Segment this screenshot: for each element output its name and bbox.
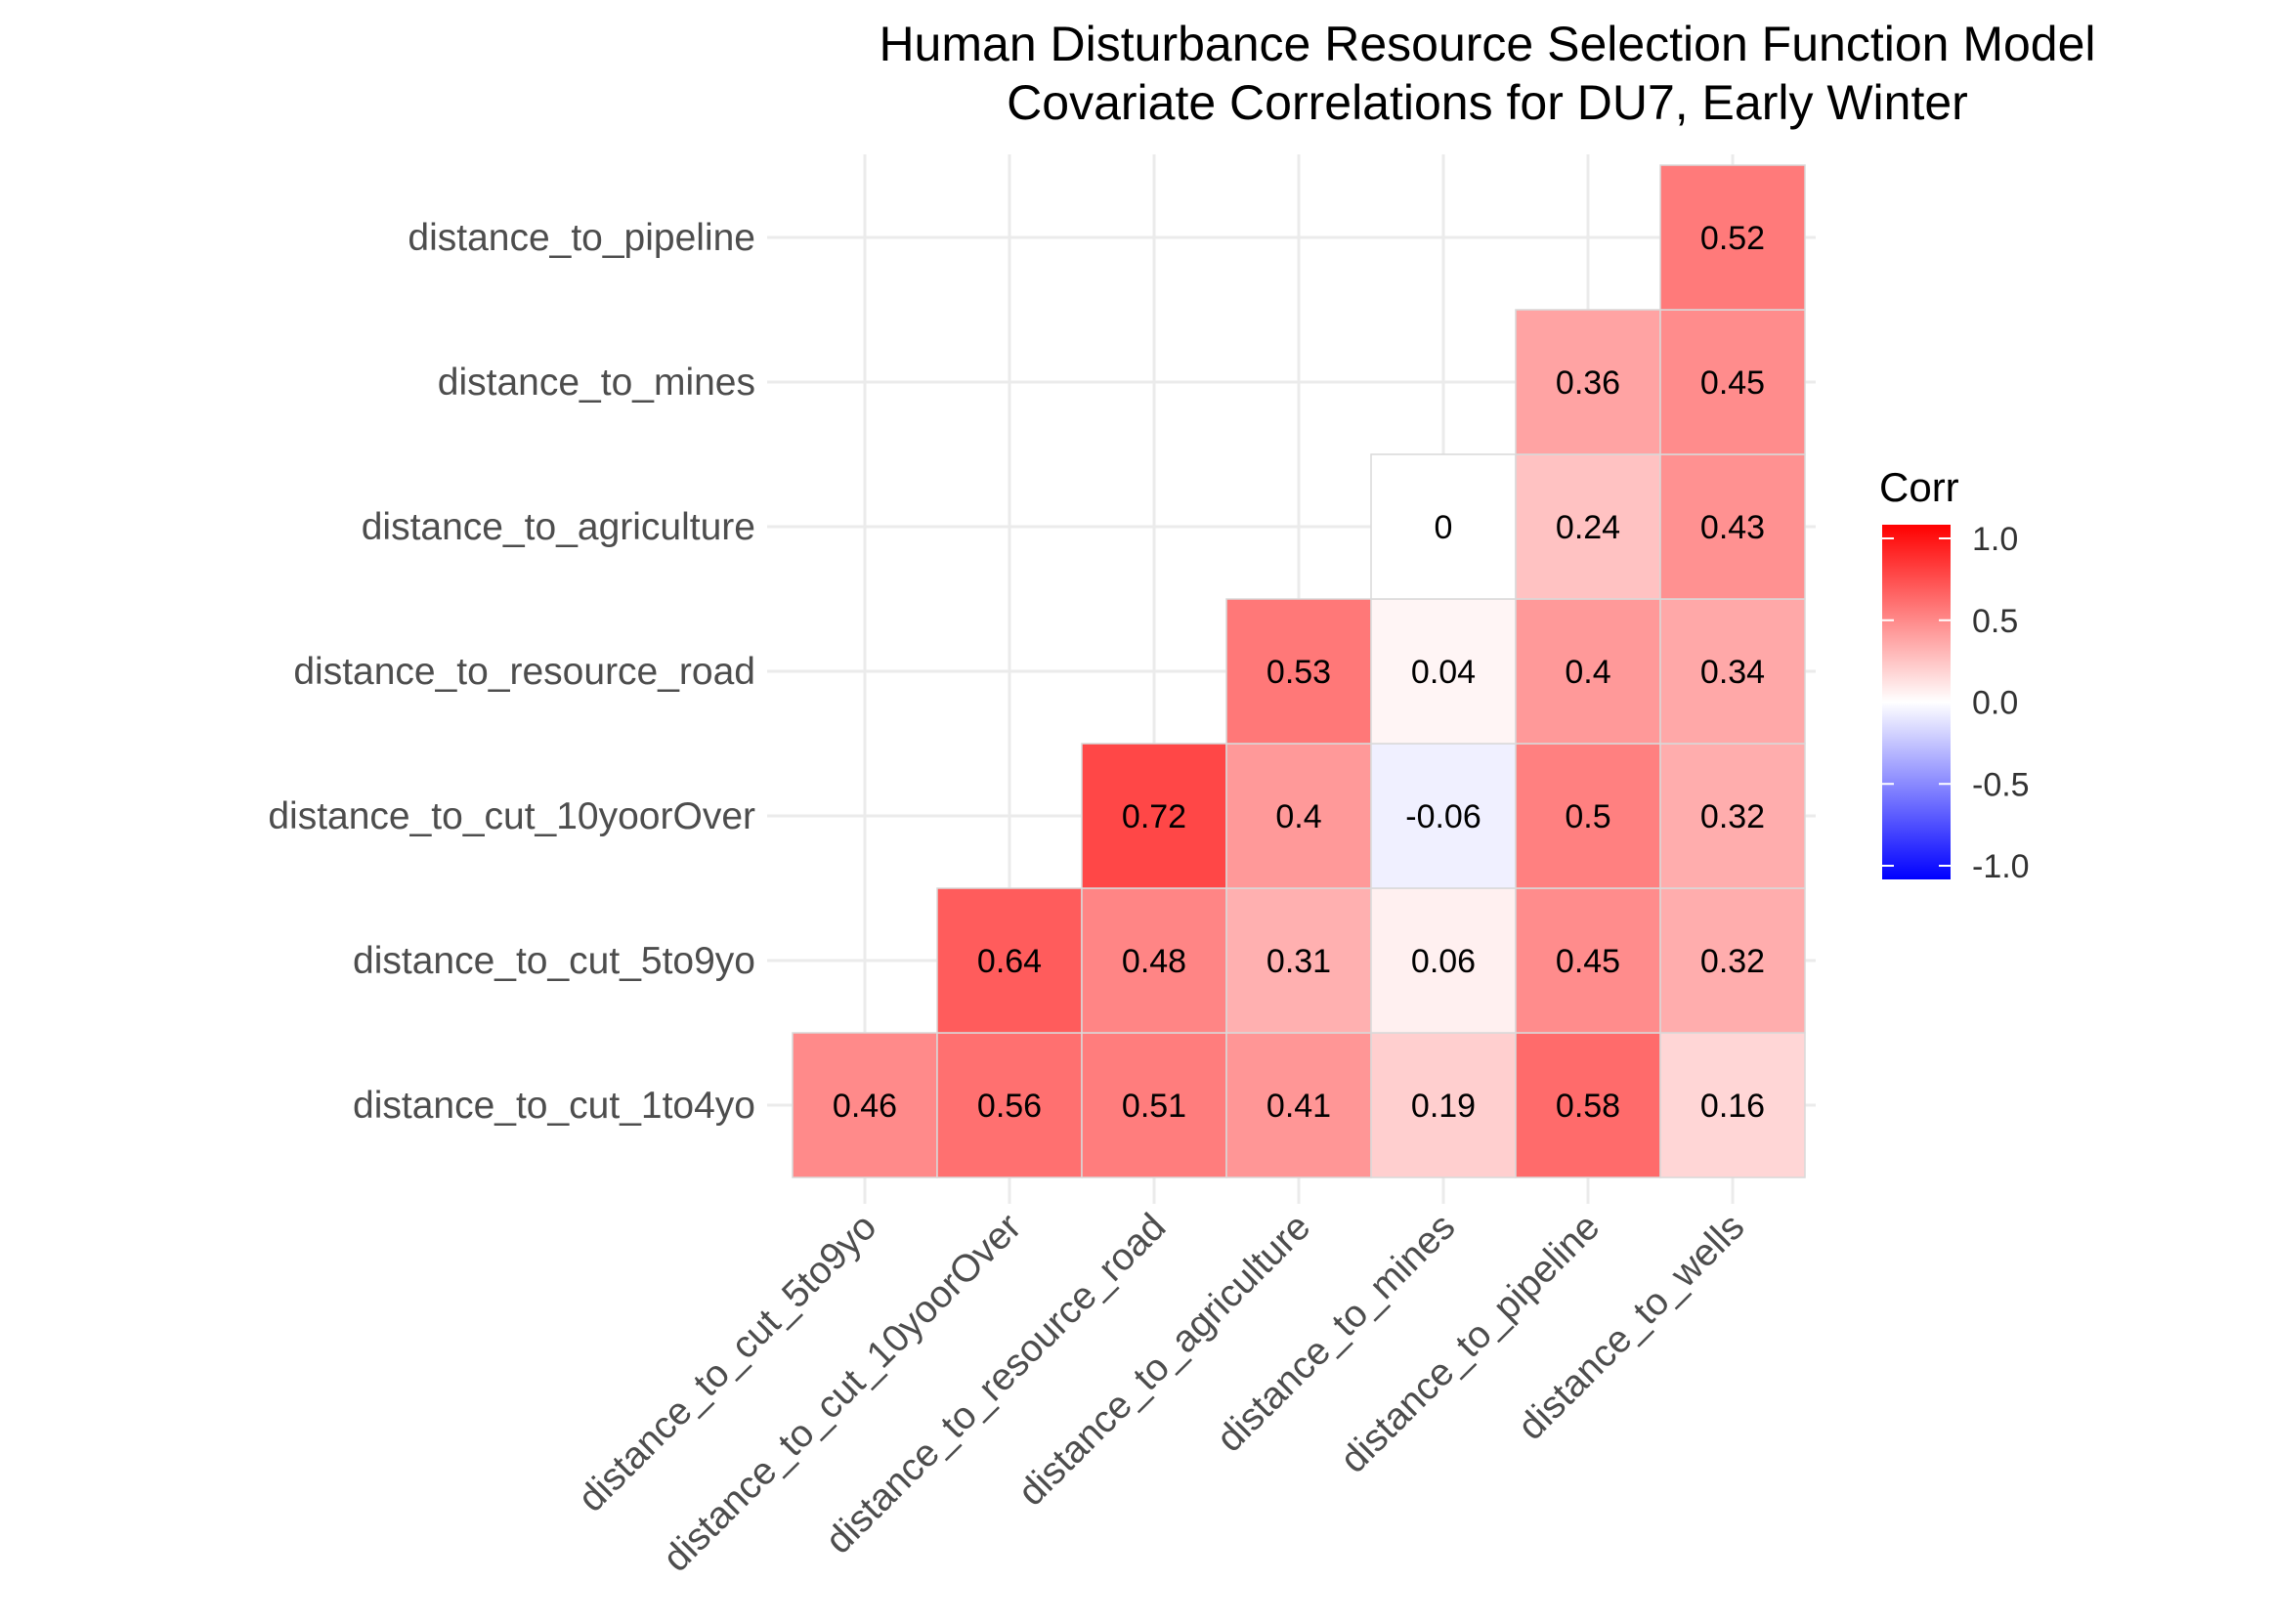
y-tick-label: distance_to_cut_1to4yo xyxy=(353,1085,755,1127)
heatmap-cell xyxy=(1370,743,1517,889)
x-tick-label: distance_to_agriculture xyxy=(1010,1206,1319,1515)
heatmap-cell xyxy=(1515,887,1661,1034)
heatmap-cell xyxy=(1515,453,1661,600)
legend-tick-label: -1.0 xyxy=(1972,848,2030,885)
heatmap-cell xyxy=(1081,887,1227,1034)
cell-value-label: 0.34 xyxy=(1700,654,1765,691)
legend-title: Corr xyxy=(1879,464,1959,510)
cell-value-label: 0.56 xyxy=(977,1088,1042,1125)
y-tick-label: distance_to_cut_10yoorOver xyxy=(268,795,755,837)
cell-value-label: 0.46 xyxy=(833,1088,897,1125)
cell-value-label: 0.04 xyxy=(1411,654,1476,691)
heatmap-cell xyxy=(1370,1032,1517,1178)
cell-value-label: -0.06 xyxy=(1405,798,1481,835)
heatmap-cell xyxy=(1659,453,1806,600)
x-axis-tick-labels: distance_to_cut_5to9yodistance_to_cut_10… xyxy=(571,1206,1753,1580)
heatmap-cell xyxy=(936,887,1083,1034)
cell-value-label: 0.45 xyxy=(1556,943,1620,980)
y-tick-label: distance_to_mines xyxy=(438,362,755,404)
cell-value-label: 0.43 xyxy=(1700,509,1765,546)
cell-value-label: 0.32 xyxy=(1700,943,1765,980)
cell-value-label: 0.24 xyxy=(1556,509,1620,546)
y-tick-label: distance_to_resource_road xyxy=(293,651,755,693)
cell-value-label: 0.41 xyxy=(1266,1088,1331,1125)
cell-value-label: 0.51 xyxy=(1122,1088,1186,1125)
heatmap-cell xyxy=(1081,1032,1227,1178)
heatmap-cell xyxy=(1659,309,1806,455)
legend-tick-label: -0.5 xyxy=(1972,766,2030,803)
heatmap-cell xyxy=(1370,453,1517,600)
x-tick-label: distance_to_mines xyxy=(1209,1206,1463,1460)
cell-value-label: 0.16 xyxy=(1700,1088,1765,1125)
heatmap-cell xyxy=(1225,1032,1372,1178)
heatmap-cell xyxy=(1659,164,1806,311)
cell-value-label: 0.58 xyxy=(1556,1088,1620,1125)
chart-title: Human Disturbance Resource Selection Fun… xyxy=(879,17,2095,71)
cell-value-label: 0.5 xyxy=(1565,798,1610,835)
heatmap-cell xyxy=(1225,598,1372,745)
cell-value-label: 0.06 xyxy=(1411,943,1476,980)
heatmap-cells: 0.46 0.56 0.51 0.41 0.19 0.58 0.16 0.64 0.48 0.31… xyxy=(792,164,1806,1178)
legend-tick-label: 1.0 xyxy=(1972,521,2018,558)
cell-value-label: 0.36 xyxy=(1556,364,1620,402)
cell-value-label: 0.45 xyxy=(1700,364,1765,402)
cell-value-label: 0.19 xyxy=(1411,1088,1476,1125)
cell-value-label: 0.31 xyxy=(1266,943,1331,980)
color-legend: Corr 1.0 0.5 0.0 -0.5 -1.0 xyxy=(1879,464,2030,885)
heatmap-cell xyxy=(1225,743,1372,889)
legend-tick-label: 0.0 xyxy=(1972,685,2018,722)
heatmap-cell xyxy=(1515,598,1661,745)
heatmap-cell xyxy=(1659,1032,1806,1178)
cell-value-label: 0 xyxy=(1435,509,1453,546)
cell-value-label: 0.72 xyxy=(1122,798,1186,835)
cell-value-label: 0.32 xyxy=(1700,798,1765,835)
y-axis-tick-labels: distance_to_cut_1to4yo distance_to_cut_5t… xyxy=(268,217,755,1127)
heatmap-cell xyxy=(1659,887,1806,1034)
cell-value-label: 0.4 xyxy=(1275,798,1321,835)
cell-value-label: 0.48 xyxy=(1122,943,1186,980)
y-tick-label: distance_to_cut_5to9yo xyxy=(353,940,755,982)
cell-value-label: 0.4 xyxy=(1565,654,1610,691)
heatmap-cell xyxy=(1370,887,1517,1034)
y-tick-label: distance_to_pipeline xyxy=(408,217,755,259)
x-tick-label: distance_to_pipeline xyxy=(1333,1206,1609,1481)
x-tick-label: distance_to_cut_5to9yo xyxy=(571,1206,885,1520)
y-tick-label: distance_to_agriculture xyxy=(362,506,755,548)
legend-tick-label: 0.5 xyxy=(1972,603,2018,640)
heatmap-cell xyxy=(1515,743,1661,889)
heatmap-cell xyxy=(1659,743,1806,889)
chart-subtitle: Covariate Correlations for DU7, Early Wi… xyxy=(1007,75,1968,130)
heatmap-cell xyxy=(1081,743,1227,889)
heatmap-cell xyxy=(792,1032,938,1178)
cell-value-label: 0.52 xyxy=(1700,220,1765,257)
heatmap-cell xyxy=(1225,887,1372,1034)
cell-value-label: 0.64 xyxy=(977,943,1042,980)
cell-value-label: 0.53 xyxy=(1266,654,1331,691)
